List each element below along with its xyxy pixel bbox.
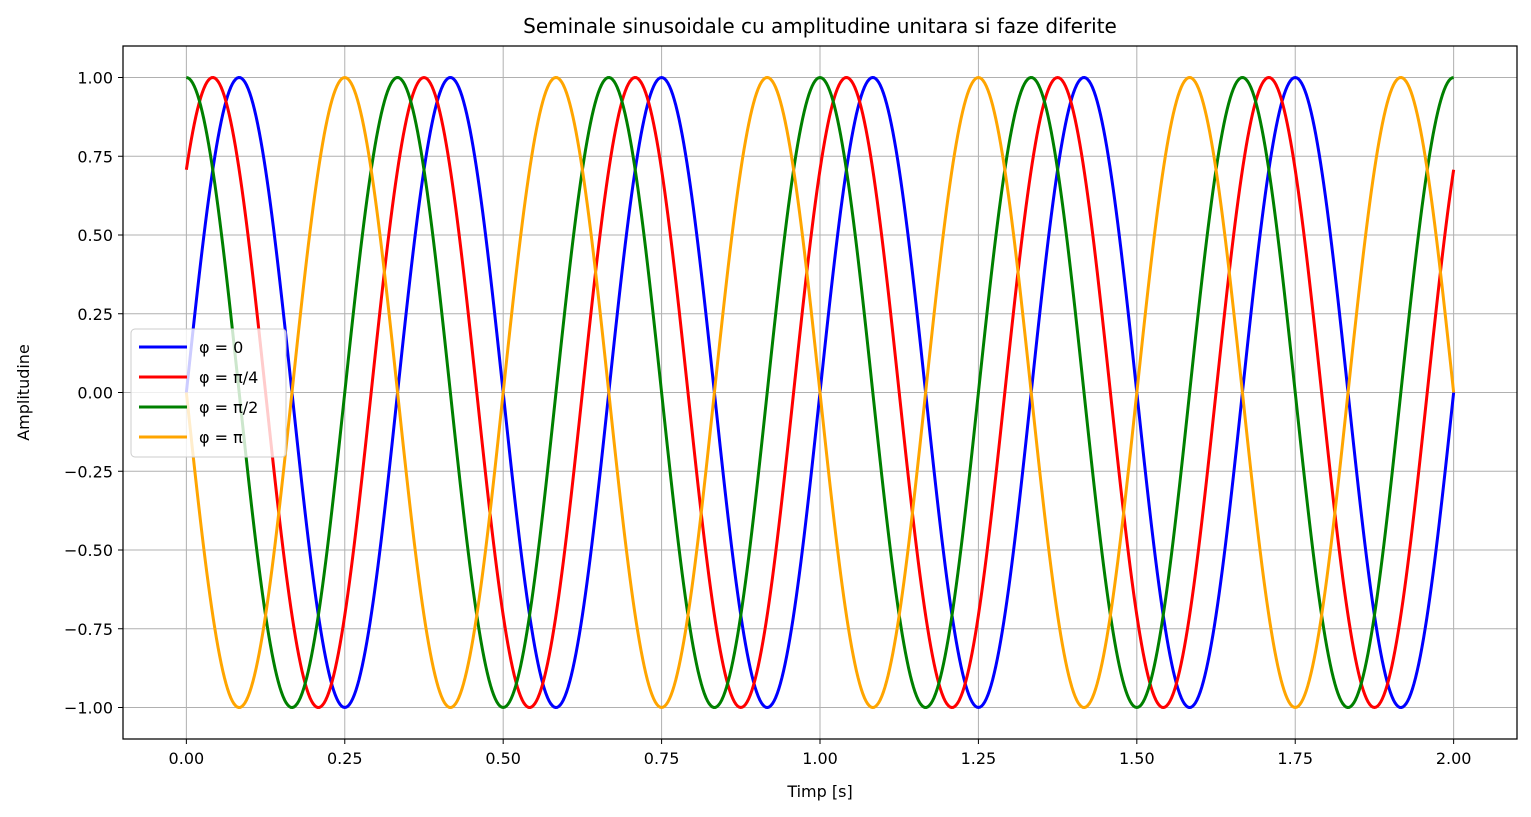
legend-label: φ = π/4 (199, 368, 258, 387)
ticks: 0.00 0.25 0.50 0.75 1.00 1.25 1.50 1.75 2.00 1.00… (64, 69, 1471, 769)
x-tick-label: 0.25 (327, 749, 363, 768)
series-line (184, 75, 1456, 710)
x-tick-label: 1.25 (961, 749, 997, 768)
x-tick-label: 0.00 (169, 749, 205, 768)
x-tick-label: 1.00 (802, 749, 838, 768)
y-tick-label: 1.00 (77, 69, 113, 88)
y-tick-label: −0.50 (64, 541, 113, 560)
legend-box (130, 328, 287, 458)
x-axis-label: Timp [s] (786, 782, 852, 801)
series-lines (184, 75, 1456, 710)
legend-label: φ = π (199, 428, 243, 447)
x-tick-label: 0.50 (485, 749, 521, 768)
y-tick-label: 0.25 (77, 305, 113, 324)
x-tick-label: 2.00 (1436, 749, 1472, 768)
y-tick-label: 0.00 (77, 384, 113, 403)
x-tick-label: 1.75 (1277, 749, 1313, 768)
y-tick-label: −0.75 (64, 620, 113, 639)
legend: φ = 0 φ = π/4 φ = π/2 φ = π (130, 328, 287, 458)
legend-label: φ = π/2 (199, 398, 258, 417)
y-axis-label: Amplitudine (14, 344, 33, 441)
legend-label: φ = 0 (199, 338, 243, 357)
series-line (186, 75, 1454, 710)
y-tick-label: −1.00 (64, 699, 113, 718)
y-tick-label: 0.75 (77, 147, 113, 166)
series-line (184, 75, 1456, 710)
y-tick-label: −0.25 (64, 462, 113, 481)
chart-title: Seminale sinusoidale cu amplitudine unit… (523, 14, 1117, 38)
y-tick-label: 0.50 (77, 226, 113, 245)
x-tick-label: 1.50 (1119, 749, 1155, 768)
x-tick-label: 0.75 (644, 749, 680, 768)
